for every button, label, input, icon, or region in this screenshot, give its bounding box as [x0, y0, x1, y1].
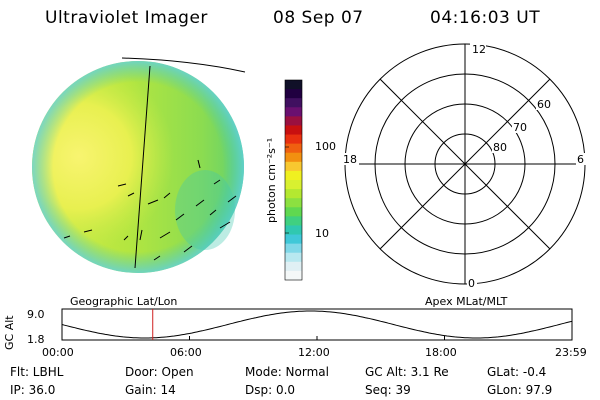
colorbar: photon cm⁻²s⁻¹ — [265, 79, 303, 281]
colorbar-cell — [285, 161, 302, 172]
mlt-label-dawn: 6 — [577, 153, 584, 166]
xtick-2359: 23:59 — [555, 346, 587, 359]
xtick-0600: 06:00 — [170, 346, 202, 359]
colorbar-cell — [285, 170, 302, 181]
lat-label-70: 70 — [513, 121, 527, 134]
altitude-ymax: 9.0 — [27, 308, 45, 321]
altitude-ylabel: GC Alt — [3, 315, 16, 350]
x-tick-marks — [61, 336, 573, 340]
colorbar-unit-label: photon cm⁻²s⁻¹ — [265, 138, 278, 223]
colorbar-cell — [285, 125, 302, 136]
colorbar-cell — [285, 80, 302, 90]
gain-status: Gain: 14 — [125, 383, 176, 397]
colorbar-cell — [285, 143, 302, 154]
seq-status: Seq: 39 — [365, 383, 411, 397]
mode-status: Mode: Normal — [245, 365, 329, 379]
colorbar-cell — [285, 116, 302, 126]
coastline-segments — [63, 159, 237, 261]
colorbar-cell — [285, 107, 302, 117]
time-label: 04:16:03 UT — [430, 8, 541, 28]
colorbar-tick-100: 100 — [315, 140, 336, 153]
colorbar-cell — [285, 216, 302, 226]
uv-earth-image — [32, 57, 246, 273]
colorbar-gradient — [285, 80, 302, 281]
colorbar-cell — [285, 225, 302, 236]
xtick-0000: 00:00 — [42, 346, 74, 359]
mlt-label-noon: 12 — [472, 43, 486, 56]
gc-alt-status: GC Alt: 3.1 Re — [365, 365, 449, 379]
lat-label-60: 60 — [537, 98, 551, 111]
colorbar-cell — [285, 152, 302, 163]
filter-status: Flt: LBHL — [10, 365, 64, 379]
colorbar-tick-10: 10 — [315, 227, 329, 240]
mlt-label-dusk: 18 — [343, 153, 357, 166]
colorbar-cell — [285, 89, 302, 99]
colorbar-cell — [285, 134, 302, 145]
xtick-1200: 12:00 — [298, 346, 330, 359]
glon-status: GLon: 97.9 — [487, 383, 553, 397]
ip-status: IP: 36.0 — [10, 383, 56, 397]
xtick-1800: 18:00 — [425, 346, 457, 359]
colorbar-cell — [285, 252, 302, 263]
altitude-plot: GC Alt 9.0 1.8 — [3, 308, 573, 350]
colorbar-cell — [285, 198, 302, 208]
colorbar-cell — [285, 243, 302, 254]
colorbar-cell — [285, 261, 302, 272]
colorbar-cell — [285, 98, 302, 108]
altitude-ymin: 1.8 — [27, 333, 45, 346]
dsp-status: Dsp: 0.0 — [245, 383, 296, 397]
colorbar-cell — [285, 189, 302, 199]
geographic-lat-lon-title: Geographic Lat/Lon — [70, 295, 178, 308]
door-status: Door: Open — [125, 365, 194, 379]
lat-label-80: 80 — [493, 141, 507, 154]
apex-mlat-mlt-title: Apex MLat/MLT — [425, 295, 508, 308]
mlt-label-midnight: 0 — [468, 277, 475, 290]
polar-grid: 12 0 18 6 60 70 80 — [342, 43, 586, 290]
colorbar-cell — [285, 180, 302, 190]
colorbar-cell — [285, 207, 302, 217]
glat-status: GLat: -0.4 — [487, 365, 547, 379]
orbit-altitude-curve — [61, 310, 573, 339]
date-label: 08 Sep 07 — [273, 8, 364, 28]
instrument-title: Ultraviolet Imager — [45, 8, 208, 28]
colorbar-cell — [285, 234, 302, 245]
colorbar-cell — [285, 270, 302, 281]
limb-arc — [121, 57, 246, 73]
terminator-line — [134, 65, 151, 269]
